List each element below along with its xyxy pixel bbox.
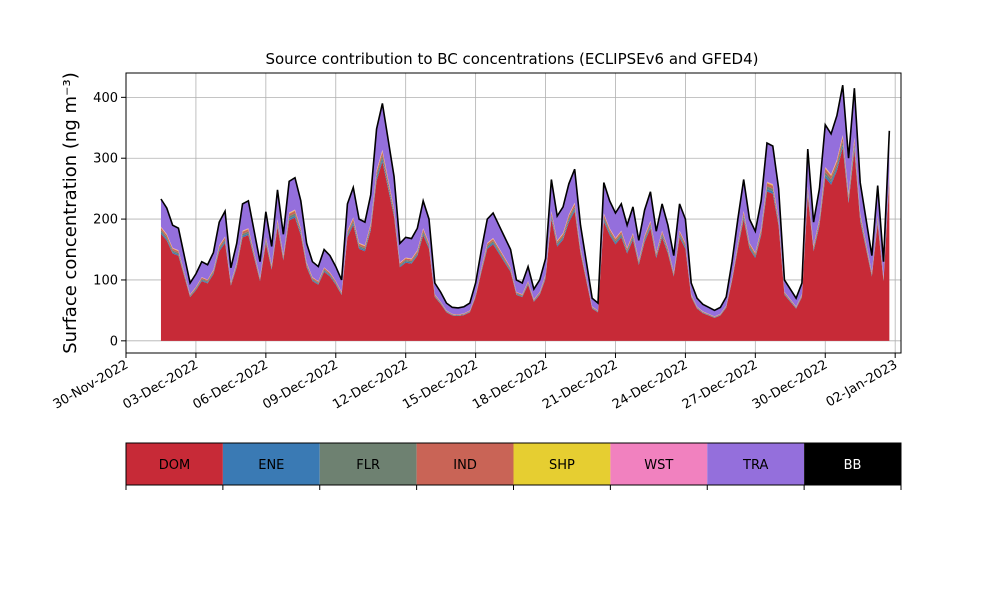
legend-label-bb: BB bbox=[844, 458, 862, 473]
legend-swatch-shp bbox=[513, 443, 611, 485]
total-line bbox=[160, 85, 891, 312]
y-tick-label: 200 bbox=[93, 213, 118, 228]
x-tick-label: 24-Dec-2022 bbox=[610, 357, 690, 412]
x-tick-label: 27-Dec-2022 bbox=[680, 357, 760, 412]
area-dom bbox=[160, 147, 890, 341]
y-tick-label: 300 bbox=[93, 152, 118, 167]
legend-swatch-bb bbox=[804, 443, 901, 485]
x-tick-label: 06-Dec-2022 bbox=[190, 357, 270, 412]
area-tra bbox=[160, 85, 890, 317]
legend-label-ind: IND bbox=[453, 458, 477, 473]
x-tick-label: 03-Dec-2022 bbox=[121, 357, 201, 412]
total-bb-line bbox=[160, 85, 891, 312]
y-tick-label: 0 bbox=[110, 334, 118, 349]
legend-swatch-tra bbox=[707, 443, 805, 485]
legend-swatch-ind bbox=[416, 443, 514, 485]
y-axis: 0 100 200 300 400 bbox=[93, 91, 126, 349]
y-axis-label: Surface concentration (ng m⁻³) bbox=[60, 72, 81, 354]
legend-label-ene: ENE bbox=[258, 458, 284, 473]
legend-label-shp: SHP bbox=[549, 458, 575, 473]
x-axis: 30-Nov-202203-Dec-202206-Dec-202209-Dec-… bbox=[51, 353, 900, 413]
chart-title: Source contribution to BC concentrations… bbox=[265, 50, 758, 68]
x-tick-label: 30-Dec-2022 bbox=[750, 357, 830, 412]
y-tick-label: 400 bbox=[93, 91, 118, 106]
plot-area: 0 100 200 300 400 30-Nov-202203-Dec-202206-D… bbox=[51, 72, 902, 413]
legend-label-dom: DOM bbox=[159, 458, 190, 473]
plot-frame bbox=[125, 72, 902, 354]
legend-colorbar: DOM ENE FLR IND SHP WST TRA BB bbox=[125, 442, 902, 490]
x-tick-label: 12-Dec-2022 bbox=[330, 357, 410, 412]
y-tick-label: 100 bbox=[93, 273, 118, 288]
x-tick-label: 21-Dec-2022 bbox=[540, 357, 620, 412]
legend-swatch-wst bbox=[610, 443, 708, 485]
legend-swatch-flr bbox=[319, 443, 417, 485]
stacked-areas bbox=[160, 85, 890, 341]
x-tick-label: 02-Jan-2023 bbox=[824, 357, 901, 410]
legend-label-wst: WST bbox=[644, 458, 673, 473]
legend-label-flr: FLR bbox=[356, 458, 380, 473]
x-tick-label: 30-Nov-2022 bbox=[51, 357, 131, 412]
legend-label-tra: TRA bbox=[742, 458, 768, 473]
x-tick-label: 09-Dec-2022 bbox=[260, 357, 340, 412]
legend-swatch-ene bbox=[222, 443, 320, 485]
x-tick-label: 15-Dec-2022 bbox=[400, 357, 480, 412]
legend-swatch-dom bbox=[126, 443, 223, 485]
x-tick-label: 18-Dec-2022 bbox=[470, 357, 550, 412]
